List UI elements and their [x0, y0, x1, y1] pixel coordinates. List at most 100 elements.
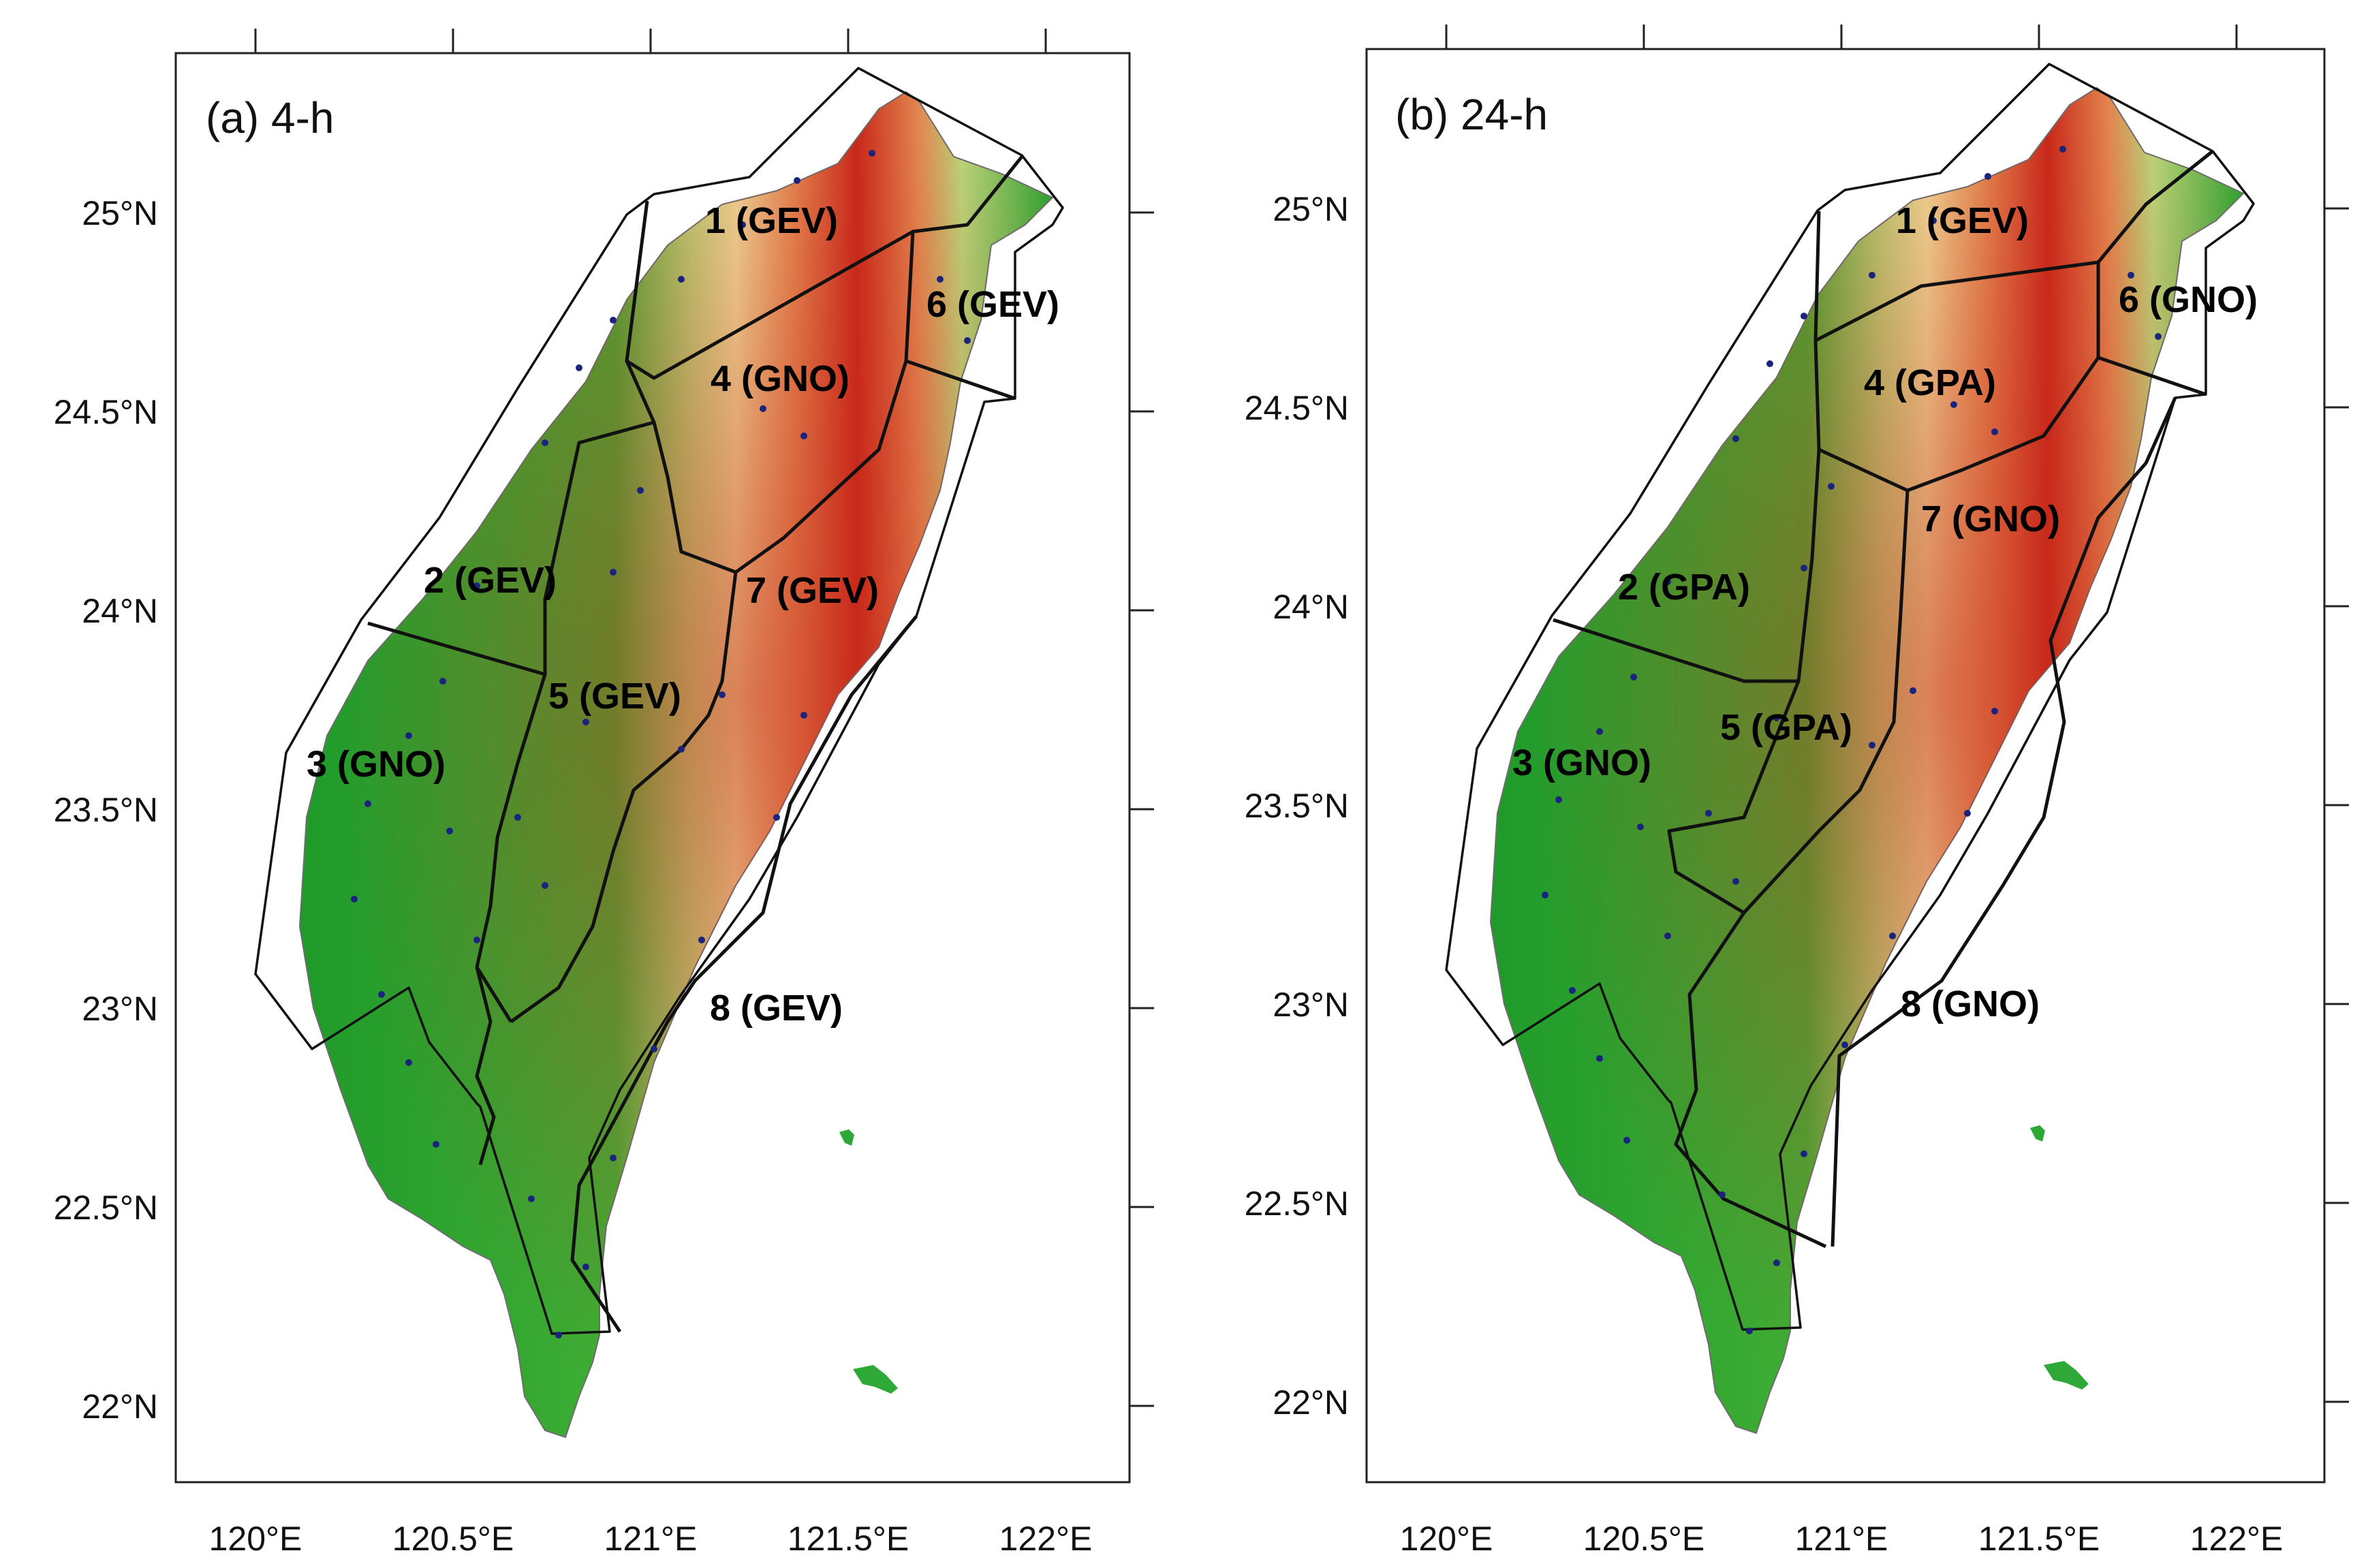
station-dot — [1991, 428, 1998, 435]
region-label: 8 (GNO) — [1901, 984, 2040, 1024]
station-dot — [1596, 728, 1603, 735]
green-island — [839, 1129, 854, 1146]
x-tick-label: 120.5°E — [1583, 1520, 1704, 1558]
station-dot — [1773, 715, 1780, 721]
y-tick-label: 24.5°N — [1245, 389, 1349, 427]
y-tick-labels: 25°N 24.5°N 24°N 23.5°N 23°N 22.5°N 22°N — [54, 194, 158, 1426]
station-dot — [1801, 1150, 1807, 1157]
station-dot — [1732, 435, 1739, 442]
map-frame — [174, 52, 1131, 1484]
x-tick-label: 121°E — [1795, 1520, 1888, 1558]
y-tick-label: 24°N — [1273, 588, 1349, 626]
y-tick-label: 23.5°N — [1245, 787, 1349, 825]
y-tick-label: 25°N — [1273, 190, 1349, 228]
region-label: 5 (GEV) — [548, 676, 681, 717]
x-tick-label: 121.5°E — [788, 1520, 909, 1558]
station-dot — [678, 276, 685, 283]
x-tick-label: 120°E — [209, 1520, 302, 1558]
station-dot — [739, 221, 746, 228]
station-dot — [1596, 1055, 1603, 1062]
station-dot — [1719, 1191, 1726, 1198]
station-dot — [378, 991, 385, 998]
station-dot — [1766, 360, 1773, 367]
green-island — [2030, 1125, 2045, 1142]
x-tick-label: 121.5°E — [1978, 1520, 2100, 1558]
station-dot — [1555, 796, 1562, 803]
station-dot — [760, 405, 766, 412]
station-dot — [542, 439, 548, 446]
station-dot — [1569, 987, 1576, 994]
station-dot — [1889, 932, 1896, 939]
region-label: 1 (GEV) — [1896, 200, 2029, 241]
station-dot — [433, 1141, 439, 1148]
y-tick-label: 23°N — [1273, 986, 1349, 1024]
station-dot — [800, 712, 807, 719]
station-dot — [1637, 824, 1644, 830]
y-tick-labels: 25°N 24.5°N 24°N 23.5°N 23°N 22.5°N 22°N — [1245, 190, 1349, 1422]
station-dot — [364, 800, 371, 807]
station-dot — [439, 678, 446, 685]
x-ticks-top — [254, 29, 1047, 53]
map-frame — [1365, 48, 2326, 1484]
y-ticks-right — [2324, 207, 2349, 1403]
station-dot — [1801, 565, 1807, 571]
region-label: 7 (GNO) — [1921, 499, 2060, 539]
station-dot — [1664, 932, 1671, 939]
station-dot — [1664, 578, 1671, 585]
panel-b-title: (b) 24-h — [1395, 90, 1548, 139]
station-dot — [1801, 313, 1807, 319]
region-labels-b: 1 (GEV) 2 (GPA) 3 (GNO) 4 (GPA) 5 (GPA) … — [1512, 200, 2258, 1024]
region-label: 6 (GEV) — [926, 284, 1059, 325]
station-dot — [1869, 272, 1875, 279]
panel-a: 120°E 120.5°E 121°E 121.5°E 122°E 25°N 2… — [54, 29, 1154, 1558]
study-area-outline — [254, 67, 1064, 1335]
station-dot — [1950, 401, 1957, 408]
station-dot — [1991, 708, 1998, 715]
station-dot — [514, 814, 521, 821]
x-tick-label: 121°E — [604, 1520, 698, 1558]
station-dot — [773, 814, 780, 821]
y-ticks-right — [1130, 211, 1154, 1407]
station-dot — [678, 746, 685, 753]
mountain-shading — [1491, 88, 2243, 1433]
station-dot — [1623, 1137, 1630, 1144]
y-tick-label: 23.5°N — [54, 791, 158, 829]
station-dot — [719, 691, 726, 698]
panel-a-title: (a) 4-h — [206, 93, 334, 142]
y-tick-label: 24°N — [82, 592, 158, 630]
station-dot — [2059, 146, 2066, 153]
region-label: 2 (GPA) — [1618, 567, 1750, 608]
station-dot — [1773, 1259, 1780, 1266]
station-dot — [1869, 742, 1875, 749]
station-dot — [964, 337, 971, 344]
station-dot — [651, 1046, 657, 1052]
station-dot — [698, 937, 705, 943]
region-label: 8 (GEV) — [710, 988, 843, 1029]
y-tick-label: 24.5°N — [54, 393, 158, 431]
station-dot — [1841, 1041, 1848, 1048]
region-label: 1 (GEV) — [705, 200, 838, 241]
station-dot — [937, 276, 944, 283]
station-dot — [1732, 878, 1739, 885]
station-dot — [1746, 1328, 1753, 1334]
station-dot — [446, 828, 453, 834]
station-dot — [405, 732, 412, 739]
station-dot — [528, 1195, 535, 1202]
region-boundaries — [1553, 150, 2214, 1249]
station-dot — [582, 719, 589, 725]
station-dot — [2155, 333, 2162, 340]
y-tick-label: 22.5°N — [1245, 1185, 1349, 1223]
region-label: 4 (GNO) — [711, 358, 850, 399]
region-label: 4 (GPA) — [1864, 362, 1996, 403]
station-dot — [473, 582, 480, 589]
stations-b — [1542, 146, 2162, 1334]
station-dot — [2128, 272, 2134, 279]
x-tick-label: 122°E — [2190, 1520, 2284, 1558]
station-dot — [555, 1332, 562, 1338]
orchid-island — [853, 1365, 898, 1394]
x-tick-label: 120.5°E — [392, 1520, 514, 1558]
y-tick-label: 22°N — [82, 1387, 158, 1426]
x-tick-labels: 120°E 120.5°E 121°E 121.5°E 122°E — [209, 1520, 1093, 1558]
panel-b: 120°E 120.5°E 121°E 121.5°E 122°E 25°N 2… — [1245, 25, 2349, 1558]
